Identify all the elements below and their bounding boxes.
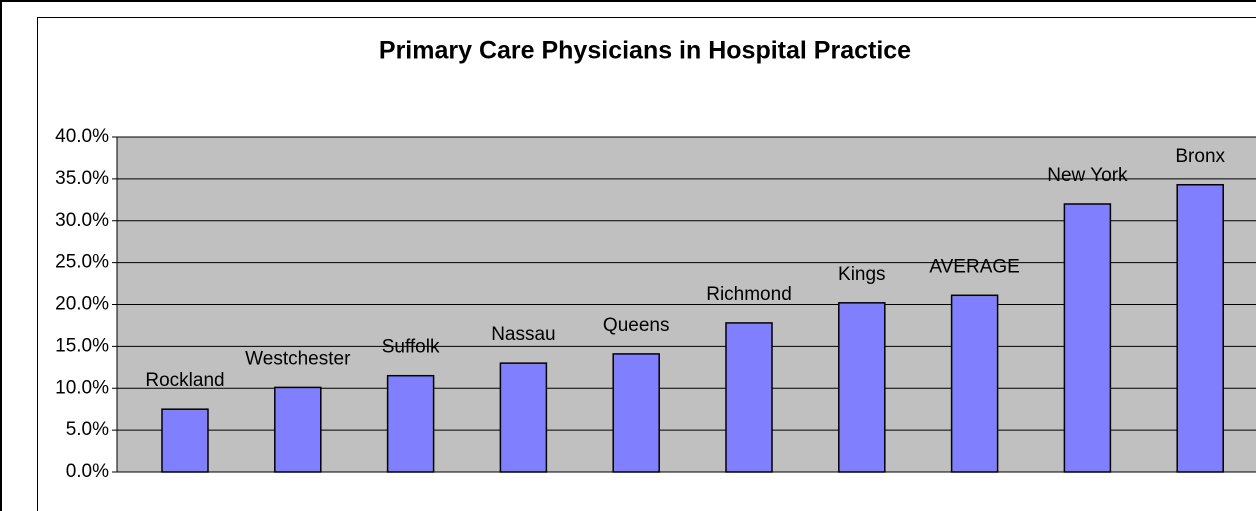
bar-label: Nassau: [491, 324, 555, 345]
bar: [612, 353, 660, 473]
y-tick-label: 30.0%: [55, 210, 109, 231]
y-tick-label: 10.0%: [55, 377, 109, 398]
bar-label: Westchester: [245, 348, 351, 369]
y-tick-label: 20.0%: [55, 294, 109, 315]
bar: [838, 302, 886, 473]
bar-label: Rockland: [145, 370, 224, 391]
bar: [274, 386, 322, 473]
y-tick-label: 25.0%: [55, 252, 109, 273]
bar: [386, 374, 435, 473]
bar-label: Kings: [838, 264, 886, 285]
y-tick-label: 35.0%: [55, 168, 109, 189]
bar: [725, 322, 773, 473]
bar: [950, 294, 999, 473]
y-tick-label: 15.0%: [55, 335, 109, 356]
bar: [161, 408, 209, 473]
bar-label: Richmond: [706, 284, 792, 305]
bar: [1176, 183, 1224, 473]
y-tick-label: 5.0%: [66, 419, 109, 440]
bar-label: Queens: [603, 315, 670, 336]
bar: [499, 362, 548, 473]
y-tick-label: 40.0%: [55, 126, 109, 147]
y-tick-label: 0.0%: [66, 461, 109, 482]
bar-label: Bronx: [1175, 146, 1225, 167]
chart-title: Primary Care Physicians in Hospital Prac…: [379, 37, 911, 65]
bar-label: New York: [1047, 165, 1128, 186]
bar-label: AVERAGE: [929, 256, 1019, 277]
bar: [1063, 203, 1112, 473]
bar-label: Suffolk: [382, 337, 440, 358]
